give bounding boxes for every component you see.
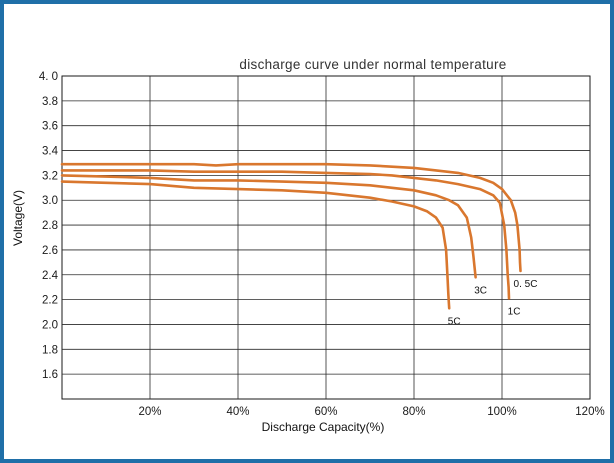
y-tick-label: 3.8 [42, 96, 58, 108]
y-tick-label: 3.6 [42, 121, 58, 133]
x-tick-label: 120% [575, 406, 604, 418]
y-tick-label: 4. 0 [39, 71, 58, 83]
series-line [60, 169, 511, 300]
y-tick-label: 1.8 [42, 344, 58, 356]
series-label: 0. 5C [514, 279, 538, 290]
chart-title: discharge curve under normal temperature [239, 57, 506, 72]
y-tick-label: 3.2 [42, 170, 58, 182]
series-label: 5C [448, 316, 461, 327]
tick-labels: 4. 0 3.8 3.6 3.4 3.2 3.0 2.8 2.6 2.4 2.2 2.0 1.8 1.6… [39, 71, 605, 418]
series-line [60, 174, 477, 279]
x-tick-label: 100% [487, 406, 516, 418]
x-axis-label: Discharge Capacity(%) [262, 420, 385, 434]
x-tick-label: 60% [314, 406, 337, 418]
series-line [60, 180, 451, 310]
y-tick-label: 2.2 [42, 295, 58, 307]
series-labels: 0. 5C 1C 3C 5C [448, 279, 538, 327]
x-tick-label: 20% [138, 406, 161, 418]
x-tick-label: 40% [226, 406, 249, 418]
y-tick-label: 3.4 [42, 146, 59, 158]
series-label: 3C [474, 285, 487, 296]
y-tick-label: 2.6 [42, 245, 58, 257]
y-tick-label: 2.8 [42, 220, 58, 232]
y-tick-label: 2.0 [42, 319, 58, 331]
y-tick-label: 2.4 [42, 270, 59, 282]
y-tick-label: 1.6 [42, 369, 58, 381]
series-lines [60, 162, 522, 310]
series-line [60, 162, 522, 273]
x-tick-label: 80% [402, 406, 425, 418]
y-axis-label: Voltage(V) [11, 190, 25, 246]
y-tick-label: 3.0 [42, 195, 58, 207]
grid [61, 75, 591, 400]
series-label: 1C [508, 306, 521, 317]
